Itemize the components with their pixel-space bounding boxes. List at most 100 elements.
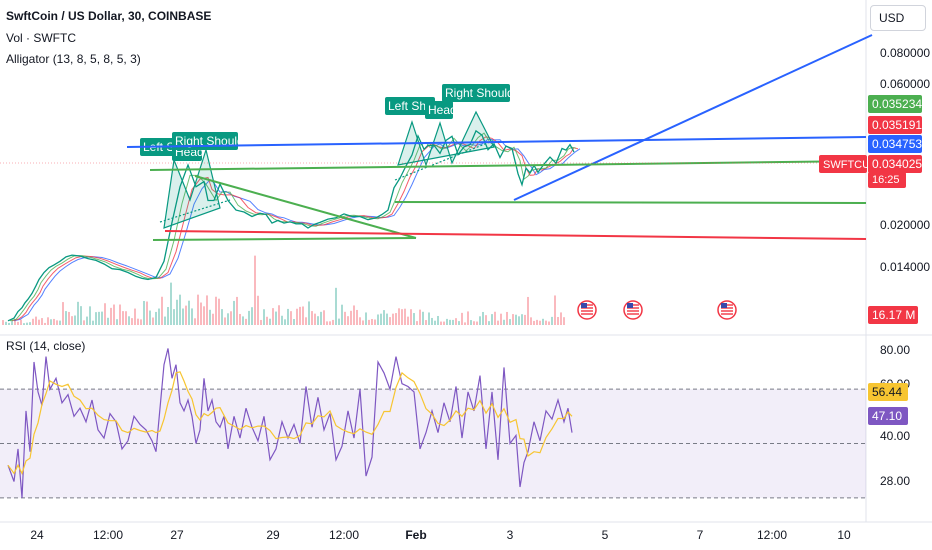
price-line xyxy=(7,129,575,322)
svg-text:Right Shoulder: Right Shoulder xyxy=(445,86,524,100)
volume-bar xyxy=(242,316,244,325)
volume-bar xyxy=(389,317,391,325)
volume-bar xyxy=(65,311,67,325)
time-tick-label: 29 xyxy=(266,528,280,542)
volume-bar xyxy=(167,307,169,325)
volume-bar xyxy=(314,313,316,325)
volume-bar xyxy=(287,308,289,325)
volume-bar xyxy=(347,316,349,325)
pattern-label[interactable]: Head xyxy=(425,101,457,119)
volume-bar xyxy=(248,310,250,325)
time-tick-label: 12:00 xyxy=(93,528,123,542)
volume-bar xyxy=(482,311,484,325)
volume-legend[interactable]: Vol · SWFTC xyxy=(6,31,77,45)
volume-bar xyxy=(83,320,85,325)
volume-bar xyxy=(449,319,451,325)
price-tick-label: 0.060000 xyxy=(880,77,930,91)
volume-bar xyxy=(557,316,559,325)
volume-bar xyxy=(68,311,70,325)
volume-bar xyxy=(20,319,22,325)
volume-bar xyxy=(149,310,151,325)
volume-bar xyxy=(62,302,64,325)
volume-bar xyxy=(491,314,493,325)
alligator-teeth xyxy=(11,136,579,322)
us-flag-icon[interactable] xyxy=(577,300,597,320)
volume-bar xyxy=(281,315,283,325)
pattern-label[interactable]: Right Shoulder xyxy=(172,132,254,150)
pattern-hs-2 xyxy=(397,110,495,167)
svg-text:Right Shoulder: Right Shoulder xyxy=(175,134,254,148)
us-flag-icon[interactable] xyxy=(717,300,737,320)
rsi-tick-label: 40.00 xyxy=(880,429,910,443)
last-price-label-bg xyxy=(868,155,922,173)
volume-bar xyxy=(227,313,229,325)
volume-bar xyxy=(74,315,76,325)
currency-button[interactable]: USD xyxy=(870,5,926,31)
volume-bar xyxy=(203,306,205,325)
rsi-legend[interactable]: RSI (14, close) xyxy=(6,339,86,353)
rsi-value-label: 47.10 xyxy=(872,409,902,423)
volume-bar xyxy=(500,313,502,325)
pattern-label[interactable]: Right Shoulder xyxy=(442,84,524,102)
alligator-legend[interactable]: Alligator (13, 8, 5, 8, 5, 3) xyxy=(6,52,141,66)
volume-bar xyxy=(560,312,562,325)
volume-bar xyxy=(398,308,400,325)
volume-bar xyxy=(116,319,118,325)
time-axis: 24 12:00 27 29 12:00 Feb 3 5 7 12:00 10 xyxy=(30,528,851,542)
volume-bar xyxy=(536,319,538,325)
symbol-title[interactable]: SwftCoin / US Dollar, 30, COINBASE xyxy=(6,9,212,23)
svg-text:Head: Head xyxy=(428,103,457,117)
volume-bar xyxy=(221,309,223,325)
volume-bar xyxy=(98,311,100,325)
volume-bar xyxy=(56,320,58,325)
economic-event-icons[interactable] xyxy=(577,300,737,320)
price-label-green: 0.035234 xyxy=(872,97,922,111)
volume-bar xyxy=(122,311,124,325)
volume-bar xyxy=(101,311,103,325)
volume-bar xyxy=(158,308,160,325)
volume-bar xyxy=(50,319,52,325)
volume-bar xyxy=(23,323,25,325)
time-tick-label: 5 xyxy=(602,528,609,542)
volume-bar xyxy=(530,317,532,325)
volume-bar xyxy=(152,317,154,325)
volume-bar xyxy=(554,295,556,325)
time-tick-label: Feb xyxy=(405,528,426,542)
volume-bar xyxy=(302,306,304,325)
volume-bar xyxy=(8,322,10,325)
green-wedge xyxy=(194,175,417,239)
volume-value-label: 16.17 M xyxy=(872,308,915,322)
volume-bar xyxy=(215,296,217,325)
volume-bar xyxy=(512,314,514,325)
price-labels: 0.0352340.0351910.034753SWFTCUSD0.034025… xyxy=(819,95,922,425)
us-flag-icon[interactable] xyxy=(623,300,643,320)
volume-bar xyxy=(395,313,397,325)
volume-bar xyxy=(299,306,301,325)
green-line-lower xyxy=(152,237,417,241)
volume-bar xyxy=(545,320,547,325)
trend-lines[interactable] xyxy=(0,34,873,241)
volume-bar xyxy=(140,319,142,325)
volume-bar xyxy=(362,320,364,325)
countdown-label: 16:25 xyxy=(872,174,900,186)
volume-bar xyxy=(404,308,406,325)
volume-bar xyxy=(173,309,175,325)
volume-bar xyxy=(458,321,460,325)
time-tick-label: 7 xyxy=(697,528,704,542)
green-line-mid xyxy=(394,201,867,204)
volume-bar xyxy=(473,321,475,325)
volume-bar xyxy=(392,313,394,325)
pattern-label[interactable]: Left Shoulder xyxy=(385,97,459,115)
volume-bar xyxy=(272,308,274,325)
volume-bar xyxy=(260,319,262,325)
price-label-red-bg xyxy=(868,116,922,134)
alligator-lines xyxy=(9,132,581,322)
volume-bar xyxy=(14,318,16,325)
volume-bar xyxy=(53,318,55,325)
volume-bar xyxy=(323,310,325,325)
volume-bar xyxy=(350,310,352,325)
volume-bar xyxy=(104,303,106,325)
volume-bar xyxy=(236,296,238,325)
volume-bar xyxy=(185,305,187,325)
